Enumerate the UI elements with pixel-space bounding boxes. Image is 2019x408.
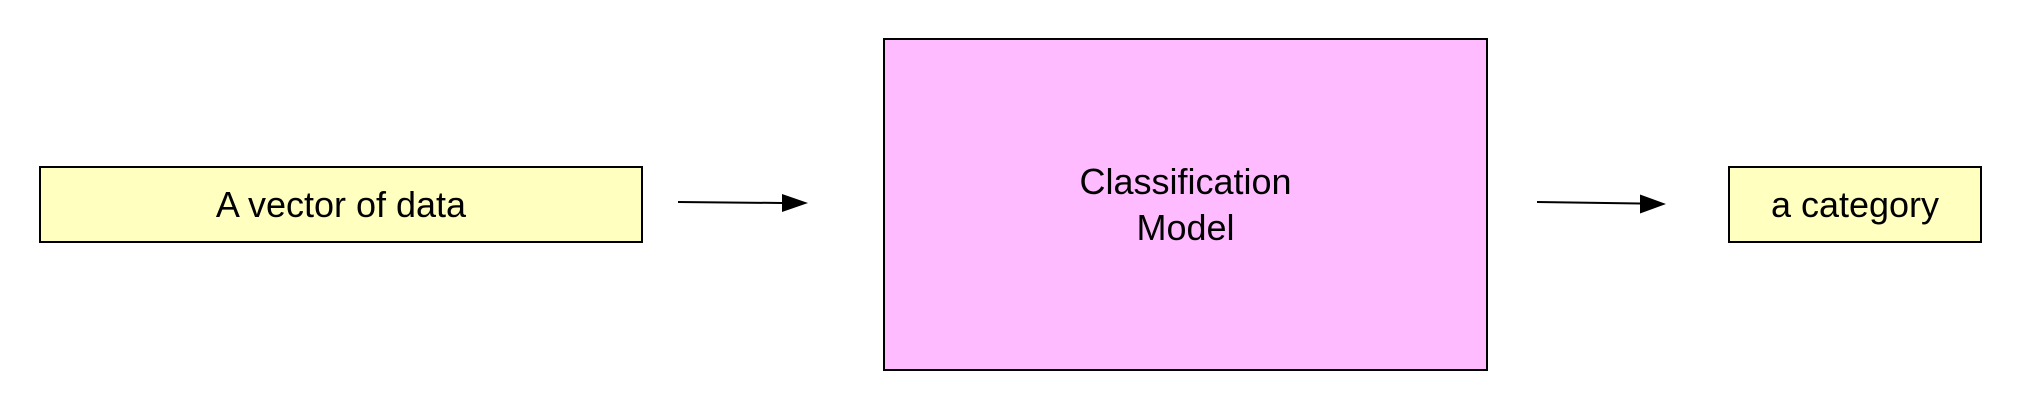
model-label-line-2: Model <box>1136 206 1235 248</box>
arrow-model-to-output <box>1536 194 1666 214</box>
output-category-label: a category <box>1770 183 1940 225</box>
output-category-box: a category <box>1728 166 1982 243</box>
arrow-input-to-model-head <box>782 194 808 212</box>
classification-model-box: Classification Model <box>883 38 1488 371</box>
input-vector-label: A vector of data <box>215 183 467 225</box>
arrow-model-to-output-head <box>1640 194 1666 214</box>
arrow-model-to-output-shaft <box>1536 201 1641 205</box>
input-vector-box: A vector of data <box>39 166 643 243</box>
arrow-input-to-model <box>677 194 808 212</box>
classification-model-label: Classification Model <box>1079 159 1291 251</box>
model-label-line-1: Classification <box>1079 160 1292 202</box>
arrow-input-to-model-shaft <box>677 201 783 204</box>
